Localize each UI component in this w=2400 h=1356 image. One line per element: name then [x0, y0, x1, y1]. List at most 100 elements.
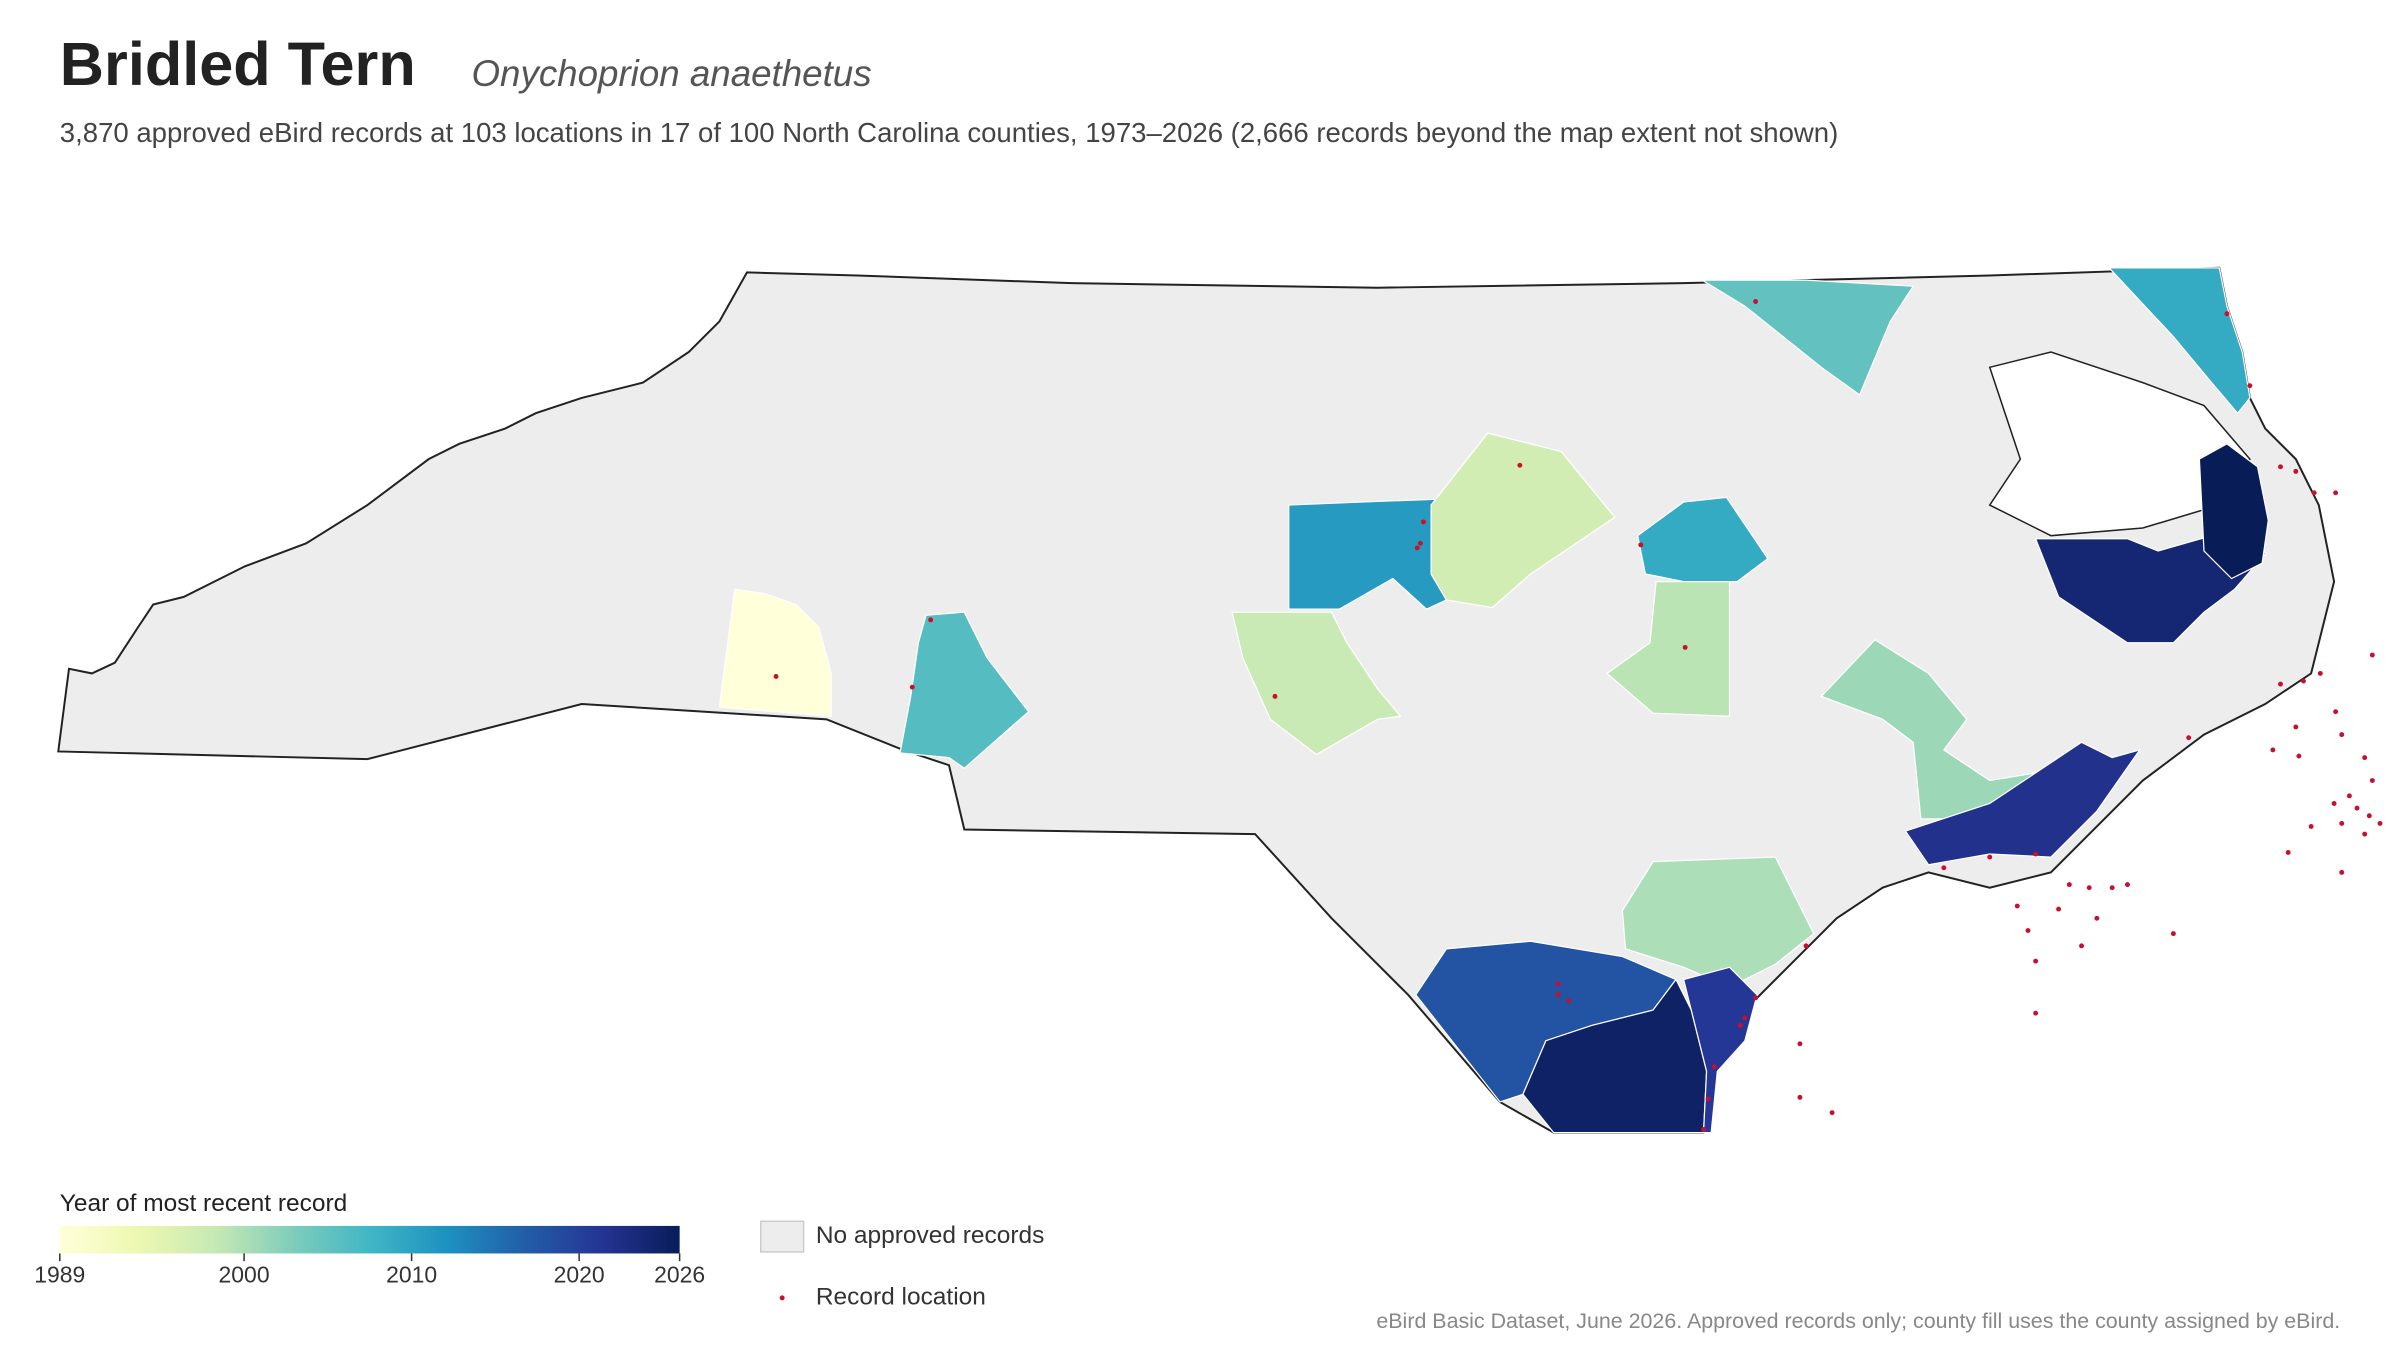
- record-point: [2079, 943, 2085, 949]
- colorbar-tick-label: 1989: [34, 1261, 85, 1287]
- county: [2107, 267, 2251, 415]
- legend-no-records: No approved records: [816, 1222, 1045, 1249]
- colorbar: [59, 1225, 680, 1254]
- record-point: [1941, 865, 1947, 871]
- record-point: [928, 617, 934, 623]
- county: [1621, 856, 1815, 988]
- record-point: [2109, 885, 2115, 891]
- footer: eBird Basic Dataset, June 2026. Approved…: [1376, 1309, 2340, 1333]
- record-point: [1555, 992, 1561, 998]
- record-point: [2362, 831, 2368, 837]
- record-point: [1705, 1096, 1711, 1102]
- colorbar-tick-label: 2000: [219, 1261, 270, 1287]
- species: Onychoprion anaethetus: [471, 53, 871, 94]
- record-point: [2125, 882, 2130, 888]
- record-point: [2333, 709, 2339, 715]
- record-point: [2339, 869, 2345, 875]
- legend-record: Record location: [816, 1283, 986, 1310]
- legend-title: Year of most recent record: [60, 1190, 347, 1217]
- record-point: [1711, 1064, 1717, 1070]
- record-point: [909, 684, 915, 690]
- state-outline: [57, 266, 2336, 1134]
- record-point: [1987, 854, 1993, 860]
- record-point: [1797, 1041, 1803, 1047]
- record-point: [1803, 943, 1809, 949]
- record-point: [2094, 915, 2100, 921]
- record-point: [2296, 753, 2302, 759]
- record-point: [1421, 519, 1426, 525]
- record-point: [2339, 820, 2345, 826]
- record-point: [2186, 735, 2192, 741]
- record-point: [2278, 681, 2283, 687]
- record-point: [1566, 998, 1572, 1004]
- record-point: [2025, 928, 2031, 933]
- no-records-swatch: [759, 1220, 805, 1253]
- record-point: [2056, 906, 2062, 912]
- title: Bridled Tern: [60, 30, 416, 98]
- county: [1606, 580, 1731, 717]
- record-point: [1555, 981, 1561, 987]
- record-point: [1417, 540, 1423, 546]
- county: [1288, 498, 1448, 610]
- record-point: [2354, 805, 2360, 811]
- record-point: [1742, 1015, 1748, 1021]
- record-point: [2333, 490, 2339, 496]
- record-point: [2033, 1010, 2039, 1016]
- record-point: [1638, 542, 1644, 548]
- record-point: [1414, 545, 1420, 551]
- county: [1231, 611, 1402, 756]
- record-point: [1701, 1127, 1706, 1132]
- subtitle: 3,870 approved eBird records at 103 loca…: [60, 117, 1838, 148]
- record-point: [2224, 311, 2230, 317]
- record-point: [1272, 693, 1278, 699]
- record-point: [2362, 755, 2368, 761]
- record-point: [2033, 958, 2039, 964]
- record-point: [2377, 820, 2383, 826]
- record-point: [2278, 464, 2283, 470]
- record-point: [2366, 813, 2372, 819]
- record-point: [773, 674, 779, 679]
- county: [718, 588, 832, 717]
- record-point: [2317, 670, 2323, 676]
- map: [57, 266, 2383, 1134]
- record-point: [2369, 652, 2375, 658]
- record-point: [2086, 885, 2092, 891]
- record-point: [2014, 903, 2020, 909]
- record-point: [1682, 644, 1688, 650]
- record-swatch: [779, 1295, 785, 1301]
- sound: [1988, 351, 2251, 537]
- county: [1522, 978, 1708, 1134]
- record-point: [1797, 1094, 1803, 1100]
- record-point: [2311, 490, 2317, 496]
- record-point: [2301, 678, 2306, 684]
- county: [1904, 741, 2142, 866]
- county: [899, 611, 1030, 770]
- county: [1637, 496, 1769, 583]
- colorbar-tick-label: 2026: [654, 1261, 705, 1287]
- record-point: [2285, 850, 2291, 855]
- county: [1430, 432, 1616, 609]
- record-point: [2247, 383, 2253, 389]
- record-point: [2293, 468, 2299, 474]
- record-point: [2293, 724, 2299, 730]
- record-point: [1753, 995, 1759, 1001]
- record-point: [1737, 1022, 1743, 1028]
- record-point: [2033, 851, 2039, 857]
- colorbar-tick-label: 2010: [386, 1261, 437, 1287]
- record-point: [2308, 824, 2314, 829]
- record-point: [2339, 732, 2345, 738]
- record-point: [2346, 793, 2352, 799]
- record-point: [2170, 931, 2176, 937]
- county: [1699, 279, 1915, 396]
- record-point: [2369, 778, 2375, 783]
- county: [1820, 638, 2038, 820]
- record-point: [1829, 1110, 1835, 1116]
- record-point: [1753, 299, 1759, 304]
- record-point: [2331, 801, 2337, 806]
- county: [2198, 443, 2269, 580]
- record-point: [1517, 462, 1523, 468]
- record-point: [2066, 882, 2072, 888]
- record-point: [2270, 747, 2276, 753]
- colorbar-tick-label: 2020: [554, 1261, 605, 1287]
